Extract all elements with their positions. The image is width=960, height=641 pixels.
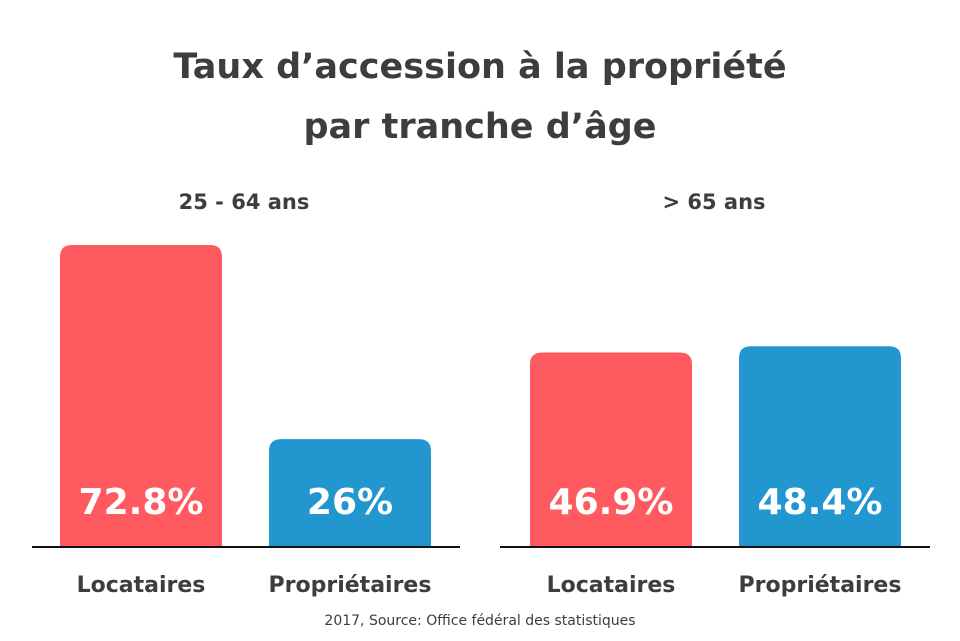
bar-locataires [60, 245, 222, 547]
group-title: > 65 ans [662, 190, 765, 214]
category-label: Locataires [77, 573, 206, 598]
chart-groups: 25 - 64 ans 72.8% Locataires 26% Propriétair… [32, 190, 930, 598]
bar-locataires [530, 352, 692, 547]
bar-propritaires [269, 439, 431, 547]
bar-value-label: 46.9% [549, 482, 674, 523]
chart-group-1: 25 - 64 ans 72.8% Locataires 26% Propriétair… [32, 190, 460, 598]
category-label: Propriétaires [269, 573, 432, 598]
bar-value-label: 26% [307, 482, 393, 523]
category-label: Propriétaires [739, 573, 902, 598]
bar-propritaires [739, 346, 901, 547]
source-note: 2017, Source: Office fédéral des statist… [324, 613, 635, 629]
chart-title-line-2: par tranche d’âge [304, 107, 657, 147]
group-title: 25 - 64 ans [179, 190, 310, 214]
chart-group-2: > 65 ans 46.9% Locataires 48.4% Propriétaire… [500, 190, 930, 598]
chart-title-line-1: Taux d’accession à la propriété [173, 47, 786, 87]
category-label: Locataires [547, 573, 676, 598]
bar-value-label: 48.4% [758, 482, 883, 523]
bar-value-label: 72.8% [79, 482, 204, 523]
